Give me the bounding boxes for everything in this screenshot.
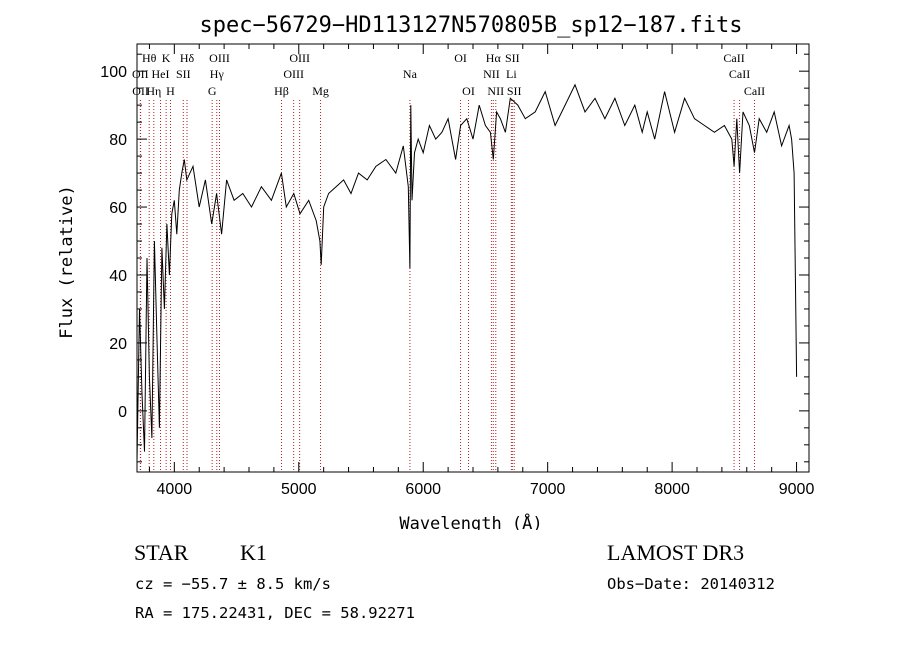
line-label-24: SII <box>507 84 522 98</box>
line-label-2: OII <box>132 84 149 98</box>
line-label-20: NII <box>483 67 500 81</box>
x-tick-label-2: 6000 <box>405 481 441 498</box>
line-label-8: SII <box>176 67 191 81</box>
y-axis-label: Flux (relative) <box>57 185 77 339</box>
object-class: STAR <box>134 540 189 565</box>
x-axis-label: Wavelength (Å) <box>399 512 542 530</box>
spectral-line-markers: Hθ OII OII K HeI Hη H Hδ SII OIII Hγ G Hβ OIII OIII Mg N… <box>132 51 765 472</box>
line-label-0: Hθ <box>142 51 157 65</box>
line-label-16: Na <box>403 67 418 81</box>
chart-title: spec−56729−HD113127N570805B_sp12−187.fit… <box>199 13 742 38</box>
line-label-25: CaII <box>723 51 744 65</box>
line-label-26: CaII <box>729 67 750 81</box>
line-label-22: SII <box>505 51 520 65</box>
x-tick-label-0: 4000 <box>157 481 193 498</box>
line-label-12: Hβ <box>274 84 289 98</box>
line-label-15: Mg <box>312 84 329 98</box>
line-label-18: OI <box>462 84 475 98</box>
x-axis: 4000 5000 6000 7000 8000 9000 <box>148 44 815 498</box>
line-label-7: Hδ <box>180 51 195 65</box>
line-label-13: OIII <box>283 67 304 81</box>
observation-date: Obs−Date: 20140312 <box>607 575 775 593</box>
spectrum-series-line <box>136 83 798 462</box>
plot-frame <box>136 43 810 473</box>
line-label-19: Hα <box>486 51 502 65</box>
x-tick-label-3: 7000 <box>530 481 566 498</box>
y-tick-label-0: 0 <box>118 404 127 421</box>
line-label-9: OIII <box>209 51 230 65</box>
sky-coordinates: RA = 175.22431, DEC = 58.92271 <box>135 604 415 622</box>
object-subclass: K1 <box>240 540 267 565</box>
line-label-10: Hγ <box>210 67 225 81</box>
line-label-27: CaII <box>744 84 765 98</box>
spectrum-chart: spec−56729−HD113127N570805B_sp12−187.fit… <box>57 13 815 530</box>
y-axis: 0 20 40 60 80 100 <box>100 53 809 463</box>
line-label-14: OIII <box>289 51 310 65</box>
line-label-3: K <box>162 51 171 65</box>
y-tick-label-5: 100 <box>100 64 127 81</box>
line-label-1: OII <box>132 67 149 81</box>
line-label-11: G <box>208 84 217 98</box>
redshift-velocity: cz = −55.7 ± 8.5 km/s <box>135 575 331 593</box>
y-tick-label-2: 40 <box>109 268 127 285</box>
y-tick-label-1: 20 <box>109 336 127 353</box>
y-tick-label-4: 80 <box>109 132 127 149</box>
line-label-17: OI <box>454 51 467 65</box>
x-tick-label-5: 9000 <box>779 481 815 498</box>
survey-name: LAMOST DR3 <box>607 540 745 565</box>
y-tick-label-3: 60 <box>109 200 127 217</box>
x-tick-label-4: 8000 <box>654 481 690 498</box>
line-label-23: Li <box>506 67 517 81</box>
line-label-21: NII <box>487 84 504 98</box>
line-label-5: Hη <box>146 84 161 98</box>
x-tick-label-1: 5000 <box>281 481 317 498</box>
line-label-6: H <box>166 84 175 98</box>
line-label-4: HeI <box>152 67 170 81</box>
